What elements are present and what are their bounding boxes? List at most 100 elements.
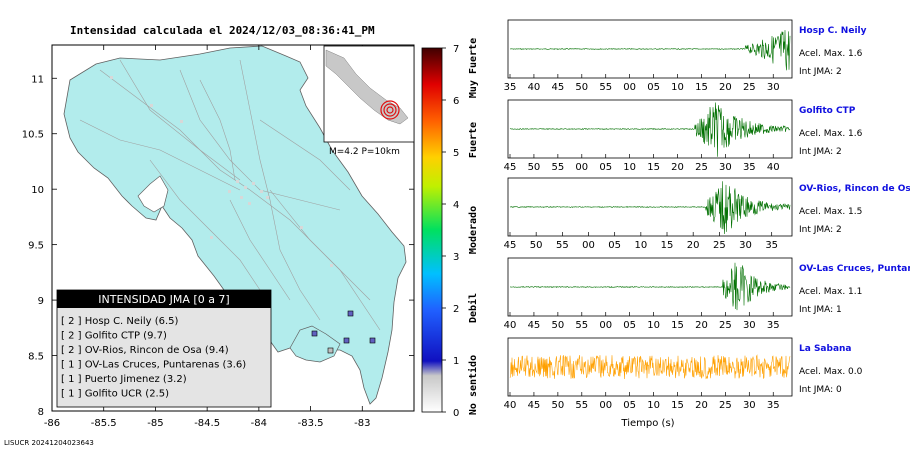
seismogram-tick-label: 15 <box>671 400 684 411</box>
seismogram-tick-label: 10 <box>647 400 660 411</box>
seismogram-tick-label: 55 <box>551 162 564 173</box>
legend-item: [ 2 ] Golfito CTP (9.7) <box>61 331 167 342</box>
seismogram-tick-label: 35 <box>767 320 780 331</box>
colorbar-ticks: 0 1 2 3 4 5 6 7 <box>442 44 459 419</box>
map-y-tick-label: 10.5 <box>22 130 44 141</box>
colorbar-category-label: Debil <box>467 293 479 323</box>
inset-land <box>325 49 409 125</box>
seismogram-tick-label: 25 <box>743 82 756 93</box>
colorbar-tick-label: 5 <box>453 148 459 159</box>
station-jma: Int JMA: 2 <box>799 225 842 235</box>
seismogram-xlabel: Tiempo (s) <box>620 418 674 429</box>
seismogram-tick-label: 20 <box>687 240 700 251</box>
legend-item: [ 1 ] Puerto Jimenez (3.2) <box>61 374 187 385</box>
seismogram-tick-label: 35 <box>767 400 780 411</box>
station-accel: Acel. Max. 1.6 <box>799 49 863 59</box>
seismogram-tick-label: 15 <box>661 240 674 251</box>
station-accel: Acel. Max. 1.1 <box>799 287 862 297</box>
seismogram-tick-label: 00 <box>575 162 588 173</box>
seismogram-tick-label: 55 <box>556 240 569 251</box>
station-jma: Int JMA: 1 <box>799 305 842 315</box>
seismogram-tick-label: 50 <box>551 400 564 411</box>
epicenter-icon <box>380 100 400 120</box>
seismogram-tick-label: 05 <box>647 82 660 93</box>
seismogram-tick-label: 30 <box>767 82 780 93</box>
legend-item: [ 1 ] Golfito UCR (2.5) <box>61 389 169 400</box>
map-y-tick-label: 8 <box>38 407 44 418</box>
seismogram-tick-label: 15 <box>647 162 660 173</box>
colorbar-tick-label: 6 <box>453 96 459 107</box>
seismogram-tick-label: 45 <box>504 240 517 251</box>
seismogram-tick-label: 20 <box>719 82 732 93</box>
seismogram-tick-label: 40 <box>504 320 517 331</box>
map-y-tick-label: 8.5 <box>28 352 44 363</box>
road-network <box>79 59 381 331</box>
seismogram-tick-label: 00 <box>623 82 636 93</box>
colorbar-category-label: Moderado <box>468 206 479 254</box>
legend-title: INTENSIDAD JMA [0 a 7] <box>98 293 229 306</box>
seismogram-tick-label: 05 <box>608 240 621 251</box>
seismogram-panel: 40 45 50 55 00 05 10 15 20 25 30 35 OV-Las Cruces, P… <box>504 257 910 331</box>
seismogram-tick-label: 50 <box>528 162 541 173</box>
seismogram-tick-label: 25 <box>719 320 732 331</box>
seismogram-tick-label: 40 <box>767 162 780 173</box>
seismogram-tick-label: 00 <box>599 320 612 331</box>
map-x-tick-label: -86 <box>44 418 60 429</box>
seismogram-tick-label: 05 <box>623 400 636 411</box>
map-x-tick-label: -85.5 <box>91 418 117 429</box>
seismogram-tick-label: 30 <box>743 400 756 411</box>
seismogram-trace <box>509 102 791 157</box>
footer-id: LISUCR 20241204023643 <box>4 439 94 447</box>
seismogram-panels: 35 40 45 50 55 00 05 10 15 20 25 30 Hosp C. Neily Ace… <box>504 19 910 411</box>
map-axis-ticks: -86 -85.5 -85 -84.5 -84 -83.5 -83 11 10.5 10 9.5 9 8… <box>22 45 414 429</box>
station-jma: Int JMA: 2 <box>799 147 842 157</box>
seismogram-tick-label: 30 <box>719 162 732 173</box>
seismogram-tick-label: 20 <box>671 162 684 173</box>
station-markers <box>311 310 376 354</box>
map-y-tick-label: 9 <box>38 296 44 307</box>
seismogram-trace <box>509 181 791 235</box>
station-jma: Int JMA: 0 <box>799 385 842 395</box>
station-name: Hosp C. Neily <box>799 26 867 36</box>
seismogram-tick-label: 15 <box>695 82 708 93</box>
colorbar-tick-label: 1 <box>453 356 459 367</box>
map-y-tick-label: 9.5 <box>28 241 44 252</box>
colorbar <box>421 47 443 413</box>
legend-item: [ 2 ] Hosp C. Neily (6.5) <box>61 316 179 327</box>
seismogram-tick-label: 45 <box>504 162 517 173</box>
seismogram-tick-label: 40 <box>504 400 517 411</box>
seismogram-tick-label: 35 <box>504 82 517 93</box>
seismogram-tick-label: 10 <box>647 320 660 331</box>
seismogram-tick-label: 55 <box>599 82 612 93</box>
inset-label: M=4.2 P=10km <box>329 147 400 157</box>
map-x-tick-label: -84 <box>251 418 267 429</box>
map-x-tick-label: -85 <box>147 418 163 429</box>
seismogram-tick-label: 10 <box>634 240 647 251</box>
seismogram-tick-label: 55 <box>575 400 588 411</box>
seismogram-tick-label: 45 <box>528 320 541 331</box>
station-ov-las-cruces-marker <box>369 337 376 344</box>
seismogram-tick-label: 10 <box>671 82 684 93</box>
seismogram-tick-label: 30 <box>743 320 756 331</box>
station-accel: Acel. Max. 1.6 <box>799 129 863 139</box>
station-ov-rios-marker <box>311 330 318 337</box>
station-name: OV-Las Cruces, Puntar <box>799 264 910 274</box>
colorbar-category-label: Fuerte <box>468 122 479 158</box>
map-x-tick-label: -84.5 <box>194 418 220 429</box>
colorbar-tick-label: 3 <box>453 252 459 263</box>
colorbar-category-label: Muy Fuerte <box>468 38 479 98</box>
seismogram-trace <box>509 354 791 380</box>
seismogram-tick-label: 05 <box>623 320 636 331</box>
seismogram-tick-label: 20 <box>695 400 708 411</box>
station-jma: Int JMA: 2 <box>799 67 842 77</box>
seismogram-panel: 35 40 45 50 55 00 05 10 15 20 25 30 Hosp C. Neily Ace… <box>504 19 867 93</box>
station-golfito-ctp-marker <box>343 337 350 344</box>
colorbar-tick-label: 0 <box>453 408 459 419</box>
osa-peninsula <box>289 325 341 363</box>
seismogram-panel: 45 50 55 00 05 10 15 20 25 30 35 40 Golfito CTP Acel.… <box>504 99 863 173</box>
map-x-tick-label: -83.5 <box>298 418 324 429</box>
legend-item: [ 1 ] OV-Las Cruces, Puntarenas (3.6) <box>61 360 246 371</box>
seismogram-tick-label: 40 <box>528 82 541 93</box>
map-y-tick-label: 10 <box>31 185 44 196</box>
seismogram-trace <box>510 30 791 71</box>
